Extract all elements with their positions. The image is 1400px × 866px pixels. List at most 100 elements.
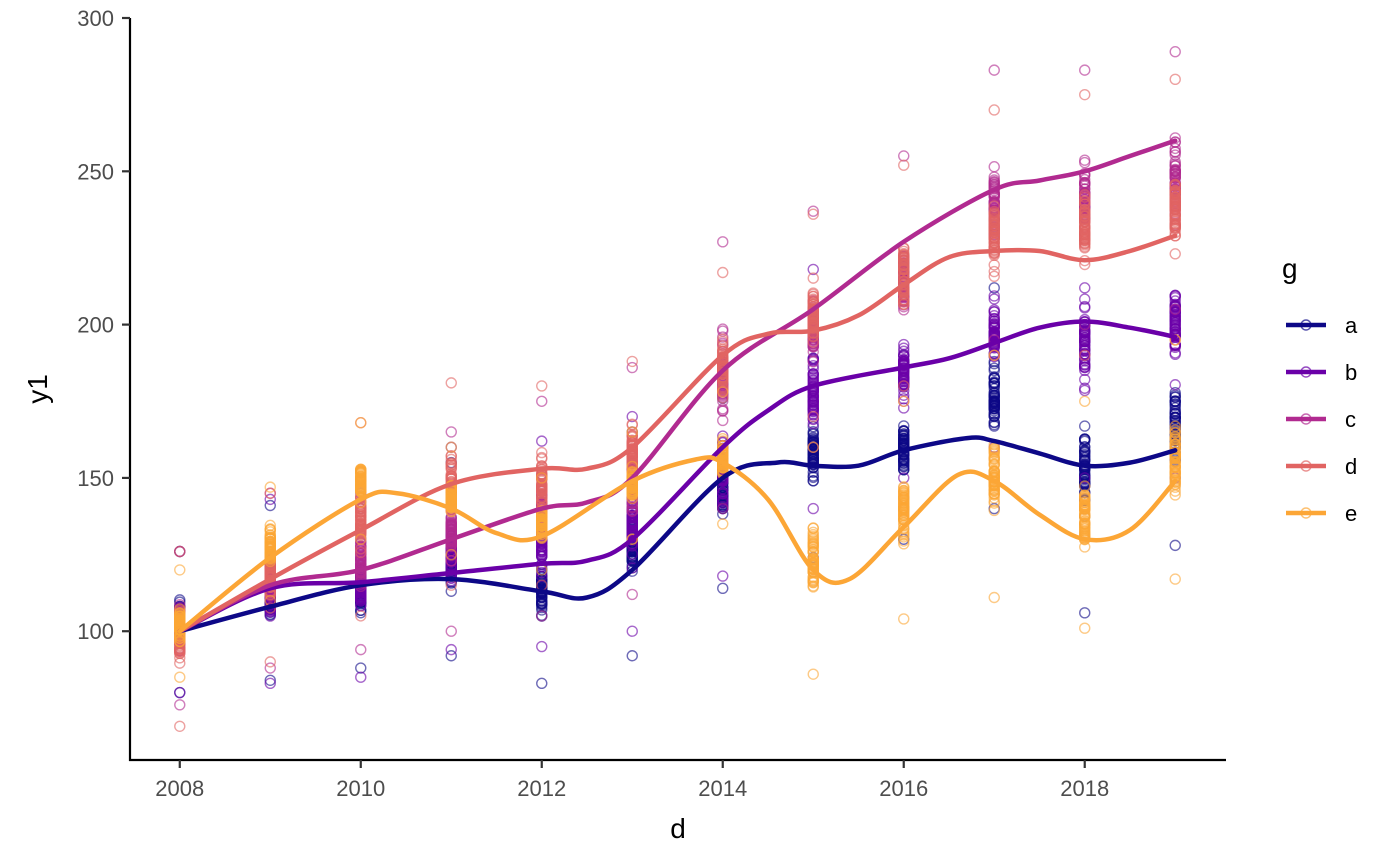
point-b — [1079, 293, 1091, 305]
point-b — [1169, 323, 1181, 335]
point-b — [264, 610, 276, 622]
legend-key-point — [1300, 507, 1312, 519]
point-e — [174, 635, 186, 648]
point-e — [898, 489, 910, 502]
point-a — [898, 430, 910, 443]
point-e — [1079, 395, 1091, 407]
point-a — [807, 438, 819, 451]
point-a — [898, 425, 910, 437]
point-d — [898, 263, 910, 275]
point-e — [445, 548, 457, 561]
point-e — [174, 564, 186, 576]
point-b — [1079, 334, 1091, 346]
point-d — [1079, 237, 1091, 250]
point-c — [717, 405, 729, 417]
legend-label: c — [1345, 407, 1356, 432]
point-a — [536, 677, 548, 690]
point-d — [898, 267, 910, 279]
point-b — [988, 329, 1000, 342]
point-d — [1079, 189, 1091, 201]
point-e — [1169, 573, 1181, 585]
point-e — [355, 417, 367, 429]
y-tick-label: 250 — [77, 159, 114, 184]
point-a — [1079, 444, 1091, 457]
point-d — [536, 485, 548, 497]
point-e — [626, 460, 638, 473]
point-e — [264, 481, 276, 493]
smooth-line-a — [177, 435, 1178, 634]
point-c — [1079, 154, 1091, 166]
point-a — [988, 397, 1000, 409]
point-b — [264, 677, 276, 690]
point-c — [445, 625, 457, 637]
point-e — [807, 668, 819, 680]
point-b — [807, 263, 819, 276]
point-e — [1169, 461, 1181, 474]
point-a — [1169, 415, 1181, 427]
point-c — [536, 610, 548, 622]
point-c — [1169, 46, 1181, 58]
point-c — [264, 662, 276, 674]
legend-key-point — [1300, 319, 1312, 331]
point-e — [898, 395, 910, 407]
point-d — [1169, 248, 1181, 260]
smooth-line-b — [177, 319, 1178, 634]
point-b — [807, 371, 819, 383]
point-b — [717, 487, 729, 499]
point-d — [717, 364, 729, 376]
point-a — [1079, 441, 1091, 453]
smooth-line-d — [177, 233, 1178, 634]
point-e — [988, 450, 1000, 463]
y-tick-label: 300 — [77, 6, 114, 31]
point-e — [355, 533, 367, 545]
point-b — [626, 522, 638, 534]
point-a — [1169, 539, 1181, 552]
point-c — [988, 171, 1000, 183]
point-b — [355, 591, 367, 604]
point-d — [988, 265, 1000, 278]
point-a — [988, 355, 1000, 368]
point-d — [355, 610, 367, 622]
point-e — [626, 533, 638, 545]
point-d — [898, 159, 910, 171]
point-d — [807, 208, 819, 220]
point-d — [988, 212, 1000, 224]
point-d — [1079, 210, 1091, 222]
x-axis-ticks: 2008 2010 2012 2014 2016 2018 — [155, 760, 1109, 801]
point-b — [1169, 379, 1181, 391]
point-d — [355, 514, 367, 526]
legend-label: e — [1345, 501, 1357, 526]
point-c — [988, 64, 1000, 76]
point-e — [988, 591, 1000, 604]
point-a — [988, 372, 1000, 385]
point-d — [1079, 88, 1091, 101]
point-e — [1079, 521, 1091, 533]
point-e — [988, 349, 1000, 361]
point-d — [626, 355, 638, 368]
point-c — [1169, 142, 1181, 155]
point-d — [536, 477, 548, 490]
point-e — [717, 433, 729, 445]
point-c — [626, 501, 638, 513]
point-c — [807, 356, 819, 368]
legend-item-a: a — [1286, 313, 1358, 338]
point-b — [717, 570, 729, 582]
point-d — [988, 104, 1000, 116]
point-a — [988, 282, 1000, 294]
point-c — [1169, 145, 1181, 158]
legend-key-point — [1300, 460, 1312, 472]
point-b — [1169, 306, 1181, 318]
point-b — [1079, 338, 1091, 350]
point-a — [445, 650, 457, 662]
point-d — [445, 463, 457, 476]
point-e — [898, 481, 910, 493]
point-c — [898, 150, 910, 162]
point-d — [1169, 184, 1181, 197]
point-b — [1079, 302, 1091, 314]
point-e — [445, 441, 457, 453]
point-d — [988, 216, 1000, 229]
point-e — [1169, 443, 1181, 455]
point-e — [626, 426, 638, 438]
point-e — [717, 518, 729, 530]
